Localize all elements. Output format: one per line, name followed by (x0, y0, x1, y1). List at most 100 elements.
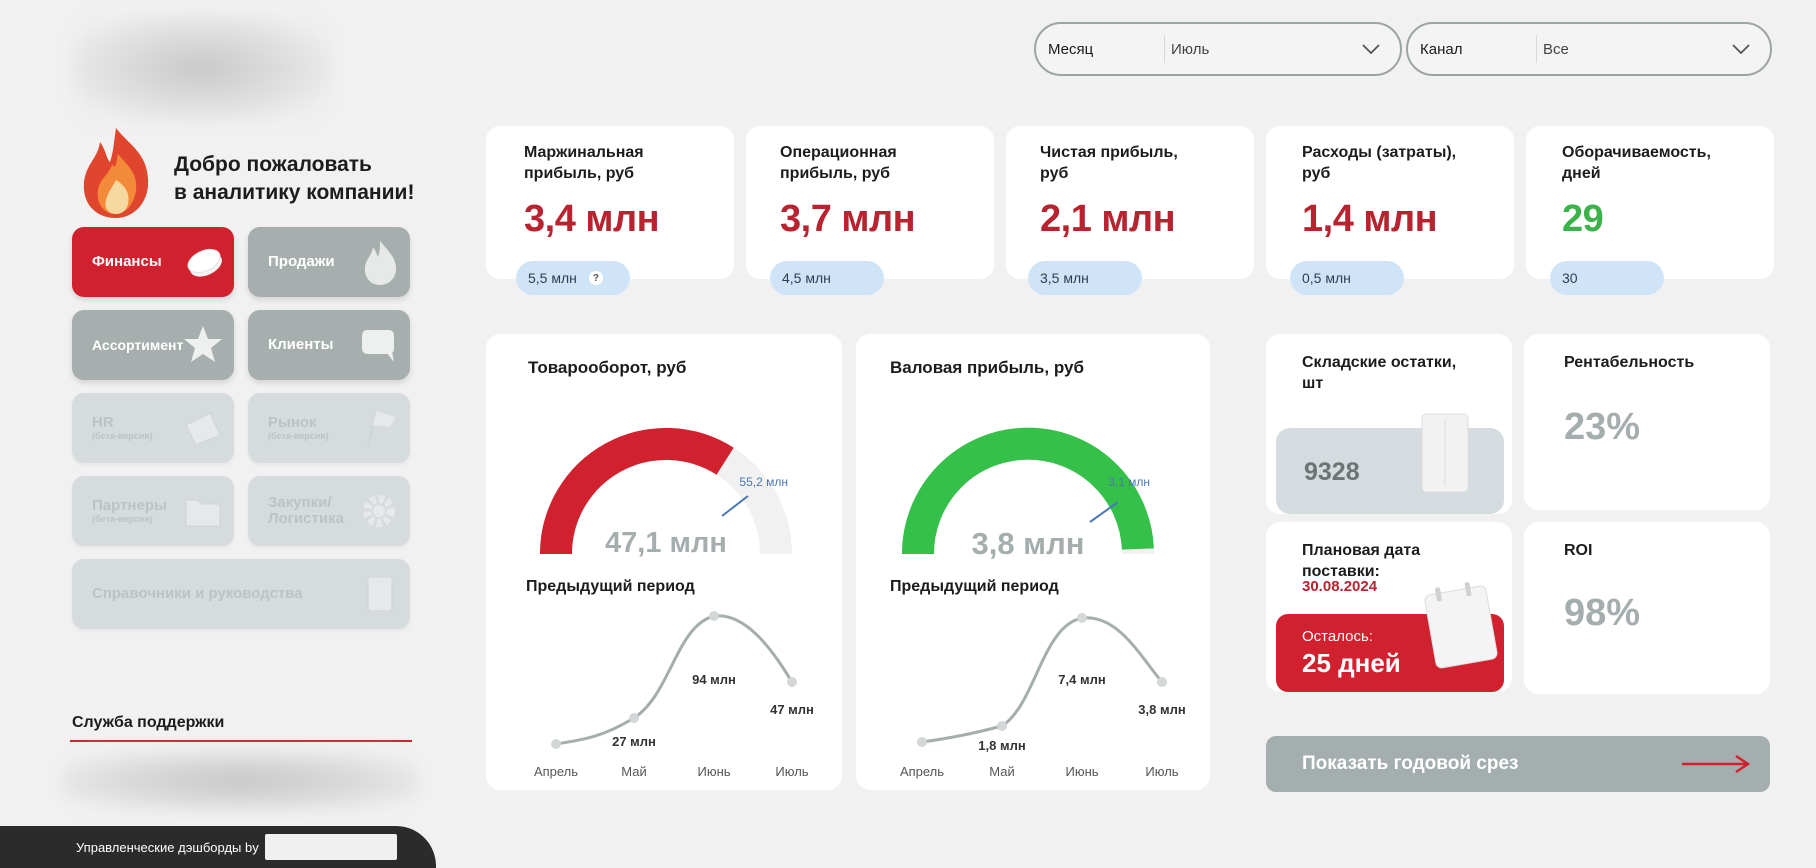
kpi-title-line-1: Маржинальная (524, 144, 644, 161)
kpi-prev-value: 5,5 млн (528, 270, 577, 286)
x-tick-label: Апрель (900, 764, 944, 779)
delivery-title-line-2: поставки: (1302, 563, 1380, 580)
channel-filter-value: Все (1543, 40, 1569, 58)
nav-partners-subtitle: (бета-версия) (92, 514, 153, 524)
data-label: 94 млн (692, 672, 736, 687)
kpi-title-line-1: Оборачиваемость, (1562, 144, 1711, 161)
gauge-target-marker (1089, 501, 1119, 523)
month-filter-value: Июль (1171, 40, 1210, 58)
show-yearly-view-label: Показать годовой срез (1302, 753, 1519, 774)
gauge-target-label: 3,1 млн (1108, 475, 1150, 489)
profitability-card: Рентабельность 23% (1524, 334, 1770, 510)
nav-market-label: Рынок (бета-версия) (268, 414, 329, 442)
stock-title-line-1: Складские остатки, (1302, 354, 1457, 371)
line-series (555, 614, 794, 746)
nav-partners-button[interactable]: Партнеры (бета-версия) (72, 476, 234, 546)
x-tick-label: Июль (775, 764, 808, 779)
x-tick-label: Июнь (1065, 764, 1098, 779)
kpi-card-net-profit: Чистая прибыль, руб 2,1 млн (1006, 126, 1254, 279)
nav-clients-button[interactable]: Клиенты (248, 310, 410, 380)
nav-sales-label: Продажи (268, 253, 335, 270)
kpi-title-line-2: прибыль, руб (780, 165, 891, 182)
chevron-down-icon (1732, 44, 1750, 55)
line-point (1157, 677, 1167, 687)
delivery-date: 30.08.2024 (1302, 578, 1378, 595)
nav-clients-label: Клиенты (268, 336, 334, 353)
nav-sales-button[interactable]: Продажи (248, 227, 410, 297)
gear-icon (363, 495, 395, 527)
welcome-line-1: Добро пожаловать (174, 153, 372, 176)
prev-period-title: Предыдущий период (890, 578, 1059, 595)
nav-finance-label: Финансы (92, 253, 162, 270)
channel-filter-select[interactable]: Канал Все (1406, 22, 1772, 76)
line-point (551, 739, 561, 749)
help-icon[interactable]: ? (588, 271, 603, 285)
line-point (1077, 613, 1087, 623)
gauge-fill (540, 427, 734, 555)
prev-period-title: Предыдущий период (526, 578, 695, 595)
kpi-title: Маржинальная прибыль, руб (524, 142, 734, 184)
kpi-prev-value: 30 (1562, 270, 1578, 286)
kpi-title-line-2: прибыль, руб (524, 165, 635, 182)
nav-partners-label: Партнеры (бета-версия) (92, 498, 167, 525)
data-label: 1,8 млн (978, 738, 1025, 753)
kpi-prev-value: 4,5 млн (782, 270, 831, 286)
line-point (629, 713, 639, 723)
stock-title-line-2: шт (1302, 375, 1324, 392)
roi-card: ROI 98% (1524, 522, 1770, 694)
kpi-prev-badge: 5,5 млн ? (516, 261, 630, 295)
gross-profit-card: Валовая прибыль, руб 3,1 млн 3,8 млн Пре… (856, 334, 1210, 790)
nav-logistics-line-1: Закупки/ (268, 494, 332, 511)
gross-profit-line-chart: 1,8 млн 7,4 млн 3,8 млн Апрель Май Июнь … (900, 613, 1186, 779)
chevron-down-icon (1362, 44, 1380, 55)
kpi-card-marginal-profit: Маржинальная прибыль, руб 3,4 млн (486, 126, 734, 279)
nav-guides-button[interactable]: Справочники и руководства (72, 559, 410, 629)
nav-assortment-label: Ассортимент (92, 337, 184, 353)
gross-profit-title: Валовая прибыль, руб (890, 358, 1084, 377)
gauge-fill (901, 427, 1154, 555)
gauge-target-marker (721, 495, 749, 517)
kpi-title-line-1: Операционная (780, 144, 897, 161)
chat-bubble-icon (362, 330, 394, 362)
show-yearly-view-button[interactable]: Показать годовой срез (1266, 736, 1770, 792)
month-filter-select[interactable]: Месяц Июль (1034, 22, 1402, 76)
flame-icon (364, 241, 396, 285)
welcome-line-2: в аналитику компании! (174, 181, 415, 204)
kpi-value: 1,4 млн (1302, 198, 1438, 240)
nav-assortment-button[interactable]: Ассортимент (72, 310, 234, 380)
kpi-value: 3,4 млн (524, 198, 660, 240)
nav-logistics-label: Закупки/ Логистика (268, 495, 344, 527)
days-remaining-label: Осталось: (1302, 628, 1373, 645)
nav-market-subtitle: (бета-версия) (268, 431, 329, 441)
days-remaining-value: 25 дней (1302, 648, 1401, 678)
days-remaining-box: Осталось: 25 дней (1276, 582, 1504, 692)
book-icon (367, 576, 393, 612)
turnover-title: Товарооборот, руб (528, 358, 687, 377)
footer-brand-blurred (264, 834, 397, 860)
kpi-title: Расходы (затраты), руб (1302, 142, 1512, 184)
nav-market-title: Рынок (268, 414, 317, 431)
x-tick-label: Апрель (534, 764, 578, 779)
switch-panel-icon (1421, 413, 1469, 493)
kpi-card-operating-profit: Операционная прибыль, руб 3,7 млн (746, 126, 994, 279)
nav-logistics-button[interactable]: Закупки/ Логистика (248, 476, 410, 546)
turnover-gauge: 55,2 млн 47,1 млн (540, 427, 792, 559)
kpi-value: 2,1 млн (1040, 198, 1176, 240)
flag-icon (367, 410, 396, 448)
stock-title: Складские остатки, шт (1302, 352, 1502, 394)
calendar-icon (1424, 582, 1498, 669)
roi-value: 98% (1564, 592, 1641, 634)
x-tick-label: Май (989, 764, 1014, 779)
x-tick-label: Июль (1145, 764, 1178, 779)
nav-guides-label: Справочники и руководства (92, 585, 303, 602)
support-title: Служба поддержки (72, 714, 225, 731)
company-logo-blurred (70, 14, 332, 122)
delivery-title: Плановая дата поставки: (1302, 540, 1502, 582)
nav-market-button[interactable]: Рынок (бета-версия) (248, 393, 410, 463)
delivery-title-line-1: Плановая дата (1302, 542, 1421, 559)
nav-hr-button[interactable]: HR (бета-версия) (72, 393, 234, 463)
x-tick-label: Июнь (697, 764, 730, 779)
kpi-prev-badge: 0,5 млн (1290, 261, 1404, 295)
month-filter-label: Месяц (1048, 40, 1094, 58)
nav-finance-button[interactable]: Финансы (72, 227, 234, 297)
